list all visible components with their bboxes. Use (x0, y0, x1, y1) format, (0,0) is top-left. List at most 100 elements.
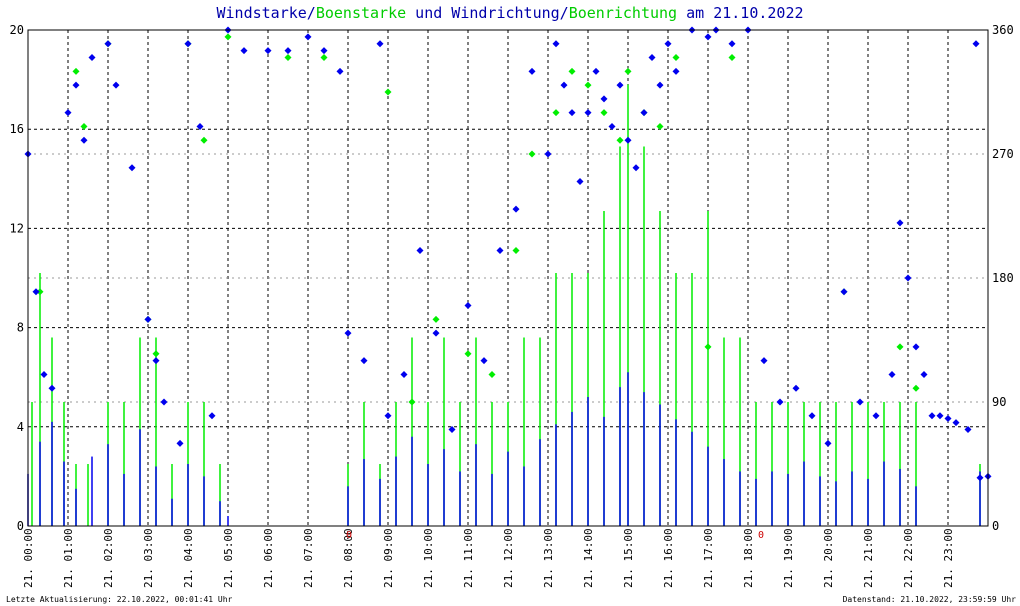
direction-point (728, 54, 736, 62)
y-left-tick-label: 16 (10, 122, 24, 136)
direction-point (320, 54, 328, 62)
direction-point (284, 47, 292, 55)
direction-point (512, 246, 520, 254)
direction-point (160, 398, 168, 406)
direction-point (608, 122, 616, 130)
direction-point (560, 81, 568, 89)
direction-point (80, 136, 88, 144)
title-date: am 21.10.2022 (677, 4, 803, 22)
direction-point (72, 81, 80, 89)
x-tick-label: 21. 21:00 (862, 528, 875, 588)
direction-point (936, 412, 944, 420)
x-tick-label: 21. 01:00 (62, 528, 75, 588)
direction-point (840, 288, 848, 296)
direction-point (944, 415, 952, 423)
direction-point (432, 329, 440, 337)
gust-bars (31, 84, 981, 526)
x-tick-label: 21. 19:00 (782, 528, 795, 588)
plot-frame (27, 29, 989, 527)
direction-point (760, 357, 768, 365)
direction-point (624, 136, 632, 144)
red-zero-mark: 0 (346, 530, 352, 541)
direction-point (624, 67, 632, 75)
direction-point (176, 439, 184, 447)
x-tick-label: 21. 12:00 (502, 528, 515, 588)
direction-point (408, 398, 416, 406)
direction-point (264, 47, 272, 55)
direction-point (72, 67, 80, 75)
direction-point (964, 426, 972, 434)
direction-point (872, 412, 880, 420)
y-left-tick-label: 0 (17, 519, 24, 533)
direction-point (656, 122, 664, 130)
direction-point (824, 439, 832, 447)
direction-point (184, 40, 192, 48)
direction-point (648, 54, 656, 62)
wind-direction-points (24, 26, 992, 482)
direction-point (972, 40, 980, 48)
x-tick-label: 21. 02:00 (102, 528, 115, 588)
direction-point (704, 33, 712, 41)
direction-point (912, 384, 920, 392)
direction-point (32, 288, 40, 296)
direction-point (336, 67, 344, 75)
direction-point (552, 40, 560, 48)
y-left-tick-label: 12 (10, 221, 24, 235)
x-tick-label: 21. 09:00 (382, 528, 395, 588)
gust-direction-points (36, 33, 920, 406)
x-tick-label: 21. 11:00 (462, 528, 475, 588)
direction-point (152, 350, 160, 358)
direction-point (576, 178, 584, 186)
direction-point (544, 150, 552, 158)
direction-point (284, 54, 292, 62)
direction-point (616, 136, 624, 144)
direction-point (952, 419, 960, 427)
direction-point (896, 219, 904, 227)
x-tick-label: 21. 07:00 (302, 528, 315, 588)
direction-point (888, 370, 896, 378)
x-tick-label: 21. 22:00 (902, 528, 915, 588)
direction-point (240, 47, 248, 55)
x-tick-label: 21. 23:00 (942, 528, 955, 588)
direction-point (808, 412, 816, 420)
direction-point (112, 81, 120, 89)
direction-point (528, 67, 536, 75)
wind-bars (27, 372, 981, 526)
direction-point (152, 357, 160, 365)
direction-point (80, 122, 88, 130)
direction-point (360, 357, 368, 365)
x-tick-label: 21. 00:00 (22, 528, 35, 588)
direction-point (920, 370, 928, 378)
direction-point (208, 412, 216, 420)
red-zero-mark: 0 (758, 530, 764, 541)
direction-point (88, 54, 96, 62)
direction-point (776, 398, 784, 406)
direction-point (200, 136, 208, 144)
direction-point (672, 67, 680, 75)
direction-point (384, 88, 392, 96)
x-tick-label: 21. 14:00 (582, 528, 595, 588)
x-tick-label: 21. 15:00 (622, 528, 635, 588)
direction-point (896, 343, 904, 351)
x-tick-label: 21. 17:00 (702, 528, 715, 588)
direction-point (904, 274, 912, 282)
footer-data-status: Datenstand: 21.10.2022, 23:59:59 Uhr (843, 595, 1017, 604)
direction-point (592, 67, 600, 75)
x-tick-label: 21. 04:00 (182, 528, 195, 588)
direction-point (36, 288, 44, 296)
direction-point (584, 81, 592, 89)
direction-point (344, 329, 352, 337)
direction-point (400, 370, 408, 378)
x-tick-label: 21. 03:00 (142, 528, 155, 588)
x-tick-label: 21. 10:00 (422, 528, 435, 588)
direction-point (480, 357, 488, 365)
x-tick-label: 21. 16:00 (662, 528, 675, 588)
direction-point (664, 40, 672, 48)
direction-point (656, 81, 664, 89)
direction-point (144, 315, 152, 323)
direction-point (432, 315, 440, 323)
direction-point (384, 412, 392, 420)
x-tick-label: 21. 05:00 (222, 528, 235, 588)
